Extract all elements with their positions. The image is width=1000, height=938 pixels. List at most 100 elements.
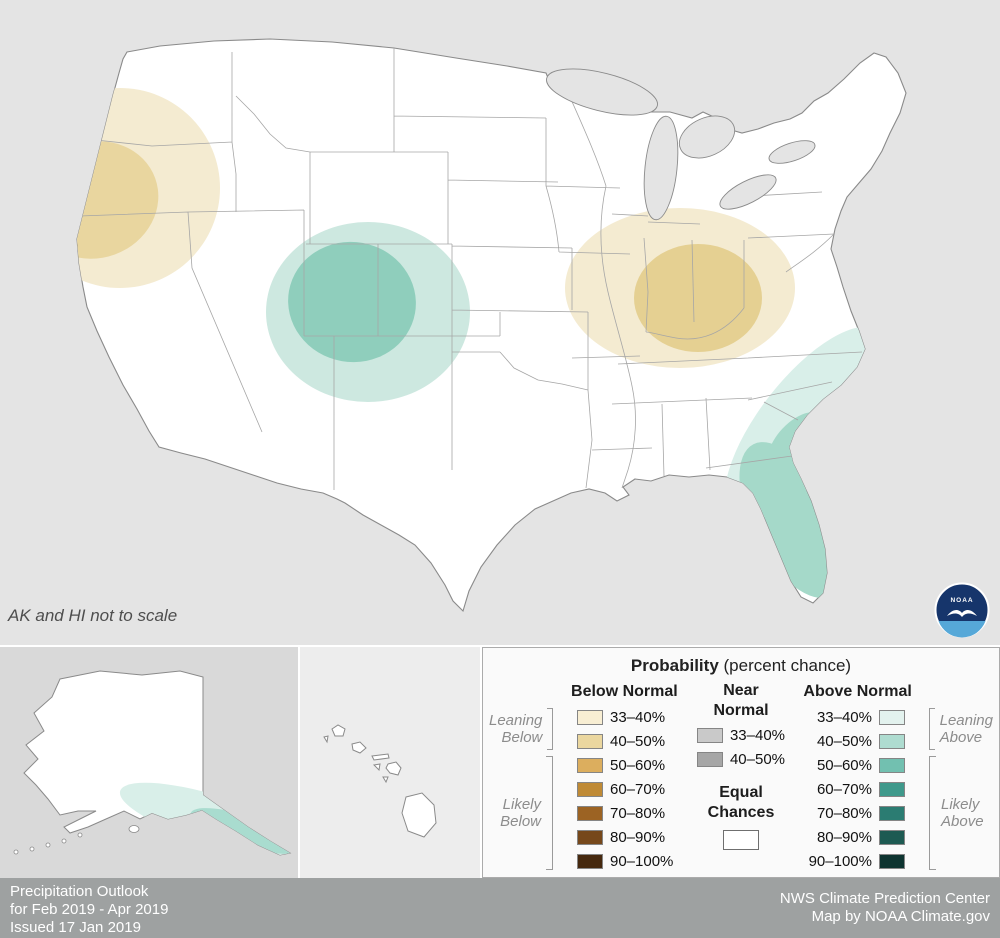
footer-period: for Feb 2019 - Apr 2019 [10,901,169,918]
alaska-inset [0,647,298,878]
conus-landmass [76,38,907,613]
equal-chances-swatch [723,830,759,850]
near-normal-header: Near [723,682,759,699]
hawaii-inset-svg [323,724,437,838]
region-southern-rockies-inner [288,241,416,363]
legend-row-label: 40–50% [610,732,666,750]
lake-huron [678,115,736,159]
legend-row: 33–40% [794,705,921,729]
legend-row: 70–80% [794,801,921,825]
color-swatch [577,829,603,845]
legend-row-label: 33–40% [610,708,666,726]
legend-row-label: 33–40% [729,726,786,744]
lake-superior [546,68,658,116]
aleutian-islands [13,825,140,855]
island-kahoolawe [382,776,389,784]
likely-above-label: Likely Above [941,796,984,830]
legend-panel: Probability (percent chance) Leaning Bel… [482,647,1000,878]
color-swatch [879,853,905,869]
scale-note: AK and HI not to scale [8,606,178,625]
leaning-below-label: Leaning Below [489,712,543,746]
leaning-above-group: Leaning Above [929,705,993,753]
color-swatch [879,709,905,725]
color-swatch [879,781,905,797]
state-borders [79,48,863,490]
above-bracket-labels: Leaning Above Likely Above [929,681,993,873]
near-normal-column: Near Normal 33–40% 40–50% Equal Chances [696,681,787,873]
leaning-above-label: Leaning Above [939,712,993,746]
legend-row: 50–60% [561,753,688,777]
color-swatch [577,805,603,821]
likely-below-group: Likely Below [489,753,553,873]
color-swatch [696,751,723,767]
bracket-icon [929,756,936,870]
legend-row: 60–70% [794,777,921,801]
lake-ontario [768,140,816,164]
great-lakes [546,68,816,221]
leaning-below-group: Leaning Below [489,705,553,753]
island-molokai [371,753,390,761]
legend-row-label: 40–50% [729,750,786,768]
below-normal-header: Below Normal [571,683,678,700]
color-swatch [577,757,603,773]
island-hawaii [401,792,437,838]
legend-row: 80–90% [794,825,921,849]
footer-issued: Issued 17 Jan 2019 [10,919,141,936]
region-ohio-valley-inner [634,244,762,352]
legend-row-label: 40–50% [816,732,872,750]
footer-title-block: Precipitation Outlook for Feb 2019 - Apr… [10,883,168,937]
bracket-icon [547,708,553,750]
legend-row: 80–90% [561,825,688,849]
outlook-shading [77,88,888,598]
legend-row-label: 70–80% [816,804,872,822]
bottom-strip: Probability (percent chance) Leaning Bel… [0,645,1000,878]
legend-row: 40–50% [696,747,787,771]
below-normal-column: Below Normal 33–40% 40–50% 50–60% [561,681,688,873]
legend-row-label: 60–70% [816,780,872,798]
conus-map-area: AK and HI not to scale NOAA [0,0,1000,645]
legend-row: 90–100% [794,849,921,873]
legend-title: Probability (percent chance) [483,655,999,679]
bracket-icon [546,756,553,870]
island-kauai [331,724,346,737]
above-normal-column: Above Normal 33–40% 40–50% 50–60% 60 [794,681,921,873]
color-swatch [696,727,723,743]
hawaii-inset [300,647,480,878]
equal-chances-label: Equal Chances [707,784,775,821]
noaa-logo: NOAA [934,582,990,638]
footer-bar: Precipitation Outlook for Feb 2019 - Apr… [0,878,1000,938]
legend-body: Leaning Below Likely Below [483,679,999,873]
legend-row-label: 90–100% [610,852,674,870]
legend-title-word: Probability [630,656,719,675]
legend-row: 50–60% [794,753,921,777]
color-swatch [577,709,603,725]
legend-row: 33–40% [561,705,688,729]
island-oahu [351,741,367,754]
color-swatch [879,829,905,845]
legend-row-label: 80–90% [610,828,666,846]
legend-title-note: (percent chance) [718,656,852,675]
alaska-landmass [23,670,292,856]
legend-row-label: 60–70% [610,780,666,798]
color-swatch [879,757,905,773]
near-normal-header: Normal [713,702,769,719]
legend-row-label: 90–100% [808,852,872,870]
region-alaska-inner [190,808,290,854]
alaska-inset-svg [13,670,292,856]
lake-michigan [643,115,679,221]
island-lanai [372,763,381,772]
footer-title: Precipitation Outlook [10,883,149,900]
footer-source: NWS Climate Prediction Center [779,890,990,907]
legend-row: 33–40% [696,723,787,747]
conus-map-svg [76,38,907,613]
legend-row-label: 50–60% [610,756,666,774]
legend-row-label: 50–60% [816,756,872,774]
likely-above-group: Likely Above [929,753,993,873]
island-maui [385,761,402,776]
region-southeast-inner-florida [739,442,845,598]
above-normal-header: Above Normal [803,683,912,700]
color-swatch [879,733,905,749]
legend-row-label: 70–80% [610,804,666,822]
legend-row-label: 80–90% [816,828,872,846]
